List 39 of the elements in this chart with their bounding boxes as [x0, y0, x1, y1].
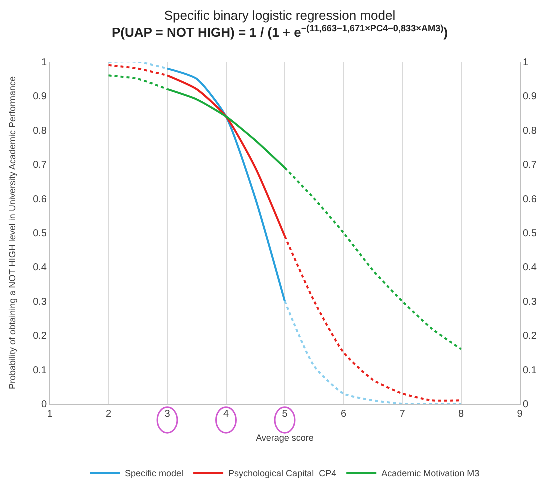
- chart-subtitle: P(UAP = NOT HIGH) = 1 / (1 + e$^{−(11,663−1,671×PC4−0,833×AM3)}$): [112, 23, 448, 40]
- y2-tick-label: 0.6: [523, 194, 538, 206]
- y2-tick-label: 0.8: [523, 126, 538, 137]
- y2-tick-label: 0.7: [523, 160, 538, 172]
- y-tick-label: 0.6: [33, 194, 48, 206]
- legend-label: Psychological Capital CP4: [228, 468, 337, 479]
- y-tick-label: 0.3: [33, 296, 48, 308]
- legend-label: Specific model: [125, 468, 184, 479]
- y-tick-label: 1: [41, 58, 48, 68]
- y2-tick-label: 0.9: [523, 92, 538, 103]
- x-axis-title: Average score: [256, 432, 314, 443]
- y2-tick-label: 0.4: [523, 262, 538, 274]
- chart-title: Specific binary logistic regression model: [164, 8, 396, 23]
- x-tick-label: 5: [282, 409, 288, 420]
- y2-tick-label: 0.1: [523, 365, 538, 376]
- y2-tick-label: 0.5: [523, 228, 538, 240]
- y-axis-title: Probability of obtaining a NOT HIGH level in University Academic Performance: [7, 76, 18, 390]
- y-tick-label: 0.5: [33, 228, 48, 240]
- line-series: [166, 68, 286, 302]
- y2-tick-label: 0.2: [523, 331, 538, 342]
- line-series: [284, 300, 462, 404]
- legend-label: Academic Motivation M3: [382, 468, 480, 479]
- x-tick-label: 2: [106, 409, 112, 420]
- y-tick-label: 0.7: [33, 160, 48, 172]
- y-tick-label: 0.4: [33, 262, 48, 274]
- x-tick-label: 8: [458, 409, 464, 420]
- x-tick-label: 9: [517, 409, 524, 420]
- y-tick-label: 0.8: [33, 126, 48, 137]
- x-tick-label: 6: [340, 409, 347, 420]
- y2-tick-label: 0: [523, 400, 529, 410]
- x-tick-label: 4: [223, 409, 230, 420]
- y2-tick-label: 0.3: [523, 296, 538, 308]
- y2-tick-label: 1: [523, 58, 529, 68]
- y-tick-label: 0.2: [33, 331, 48, 342]
- y-tick-label: 0.9: [33, 92, 48, 103]
- y-tick-label: 0.1: [33, 365, 48, 376]
- y-tick-label: 0: [41, 400, 48, 410]
- x-tick-label: 7: [400, 409, 406, 420]
- x-tick-label: 3: [164, 409, 171, 420]
